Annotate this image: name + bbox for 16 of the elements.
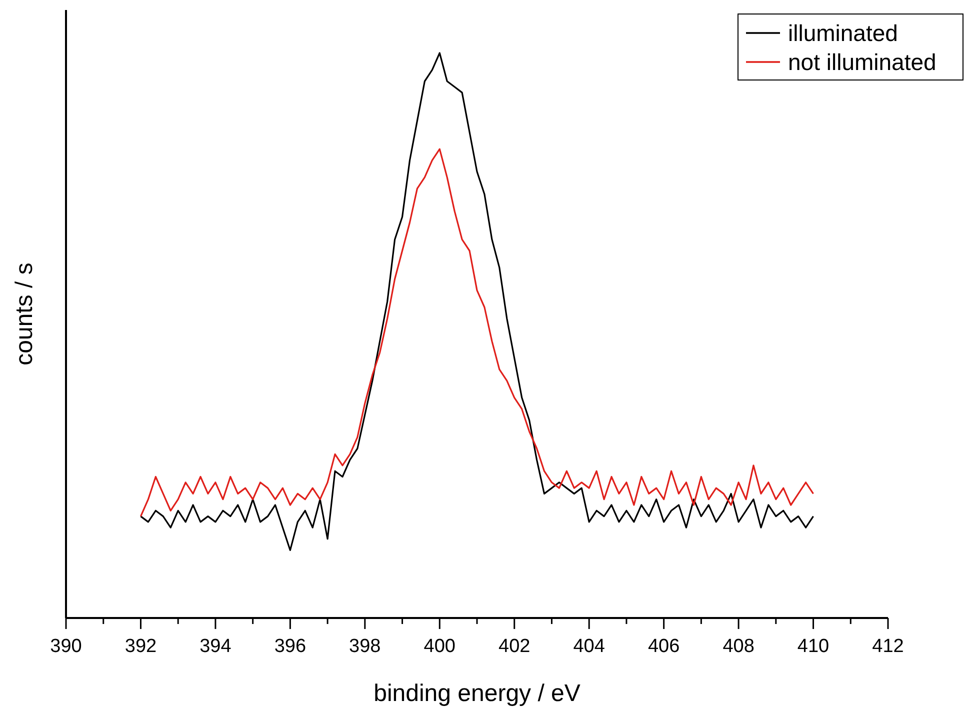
x-tick-label: 394 [200, 636, 232, 657]
x-axis-title: binding energy / eV [374, 680, 580, 707]
x-tick-label: 392 [124, 636, 157, 657]
x-tick-label: 410 [797, 636, 830, 657]
x-tick-label: 390 [50, 636, 82, 657]
x-tick-label: 408 [722, 636, 754, 657]
x-tick-label: 402 [498, 636, 530, 657]
legend-label: not illuminated [788, 49, 936, 75]
legend-label: illuminated [788, 20, 898, 46]
x-tick-label: 396 [274, 636, 306, 657]
x-tick-label: 398 [349, 636, 381, 657]
x-tick-label: 406 [648, 636, 680, 657]
y-axis-title: counts / s [11, 262, 38, 366]
x-tick-label: 404 [573, 636, 606, 657]
x-tick-label: 400 [424, 636, 456, 657]
x-tick-label: 412 [872, 636, 904, 657]
